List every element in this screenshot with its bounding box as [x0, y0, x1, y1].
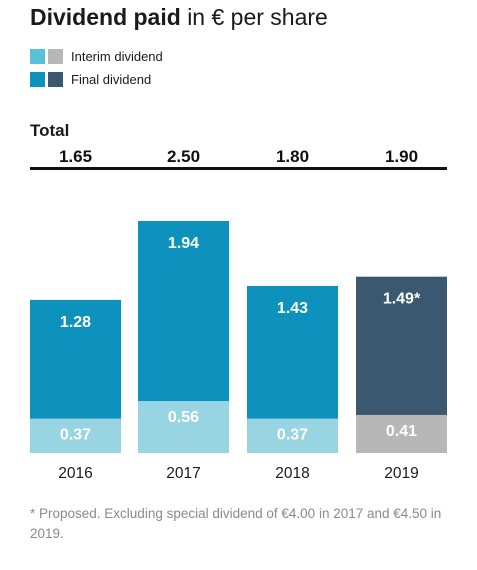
- data-label-interim-2017: 0.56: [168, 409, 199, 426]
- category-label-2017: 2017: [166, 465, 200, 482]
- data-label-final-2016: 1.28: [60, 314, 91, 331]
- chart-title-unit: in € per share: [187, 4, 328, 30]
- legend-swatch-final-proposed: [48, 71, 63, 87]
- bar-final-2016: [30, 299, 121, 419]
- legend-swatch-interim-proposed: [48, 48, 63, 64]
- legend-item-final: Final dividend: [30, 71, 151, 87]
- chart-title-bold: Dividend paid: [30, 4, 181, 30]
- legend-item-interim: Interim dividend: [30, 48, 163, 64]
- data-label-final-2019: 1.49*: [383, 291, 421, 308]
- footnote: * Proposed. Excluding special dividend o…: [30, 506, 442, 541]
- data-label-interim-2016: 0.37: [60, 427, 91, 444]
- legend-swatch-interim-current: [30, 48, 45, 64]
- legend-swatch-final-current: [30, 71, 45, 87]
- category-label-2016: 2016: [58, 465, 92, 482]
- data-label-final-2018: 1.43: [277, 300, 308, 317]
- bar-final-2017: [138, 221, 229, 402]
- totals-divider: [30, 167, 447, 170]
- data-label-interim-2018: 0.37: [277, 427, 308, 444]
- bar-interim-2017: [138, 401, 229, 453]
- legend-label-final: Final dividend: [71, 71, 152, 87]
- category-label-2019: 2019: [384, 465, 418, 482]
- bar-interim-2016: [30, 418, 121, 453]
- dividend-bar-chart: 0.37 1.28 2016 1.65 0.56 1.94 2017 2.50 0.37 1.43…: [30, 147, 447, 482]
- category-label-2018: 2018: [275, 465, 309, 482]
- total-value-2019: 1.90: [385, 147, 418, 166]
- bar-interim-2019: [356, 414, 447, 453]
- total-value-2017: 2.50: [167, 147, 200, 166]
- bar-final-2019: [356, 276, 447, 415]
- bar-final-2018: [247, 285, 338, 419]
- data-label-final-2017: 1.94: [168, 235, 199, 252]
- chart-title: Dividend paid in € per share: [30, 4, 328, 31]
- bar-interim-2018: [247, 418, 338, 453]
- total-value-2018: 1.80: [276, 147, 309, 166]
- total-label: Total: [30, 121, 70, 140]
- total-value-2016: 1.65: [59, 147, 92, 166]
- data-label-interim-2019: 0.41: [386, 423, 417, 440]
- legend-label-interim: Interim dividend: [71, 48, 163, 64]
